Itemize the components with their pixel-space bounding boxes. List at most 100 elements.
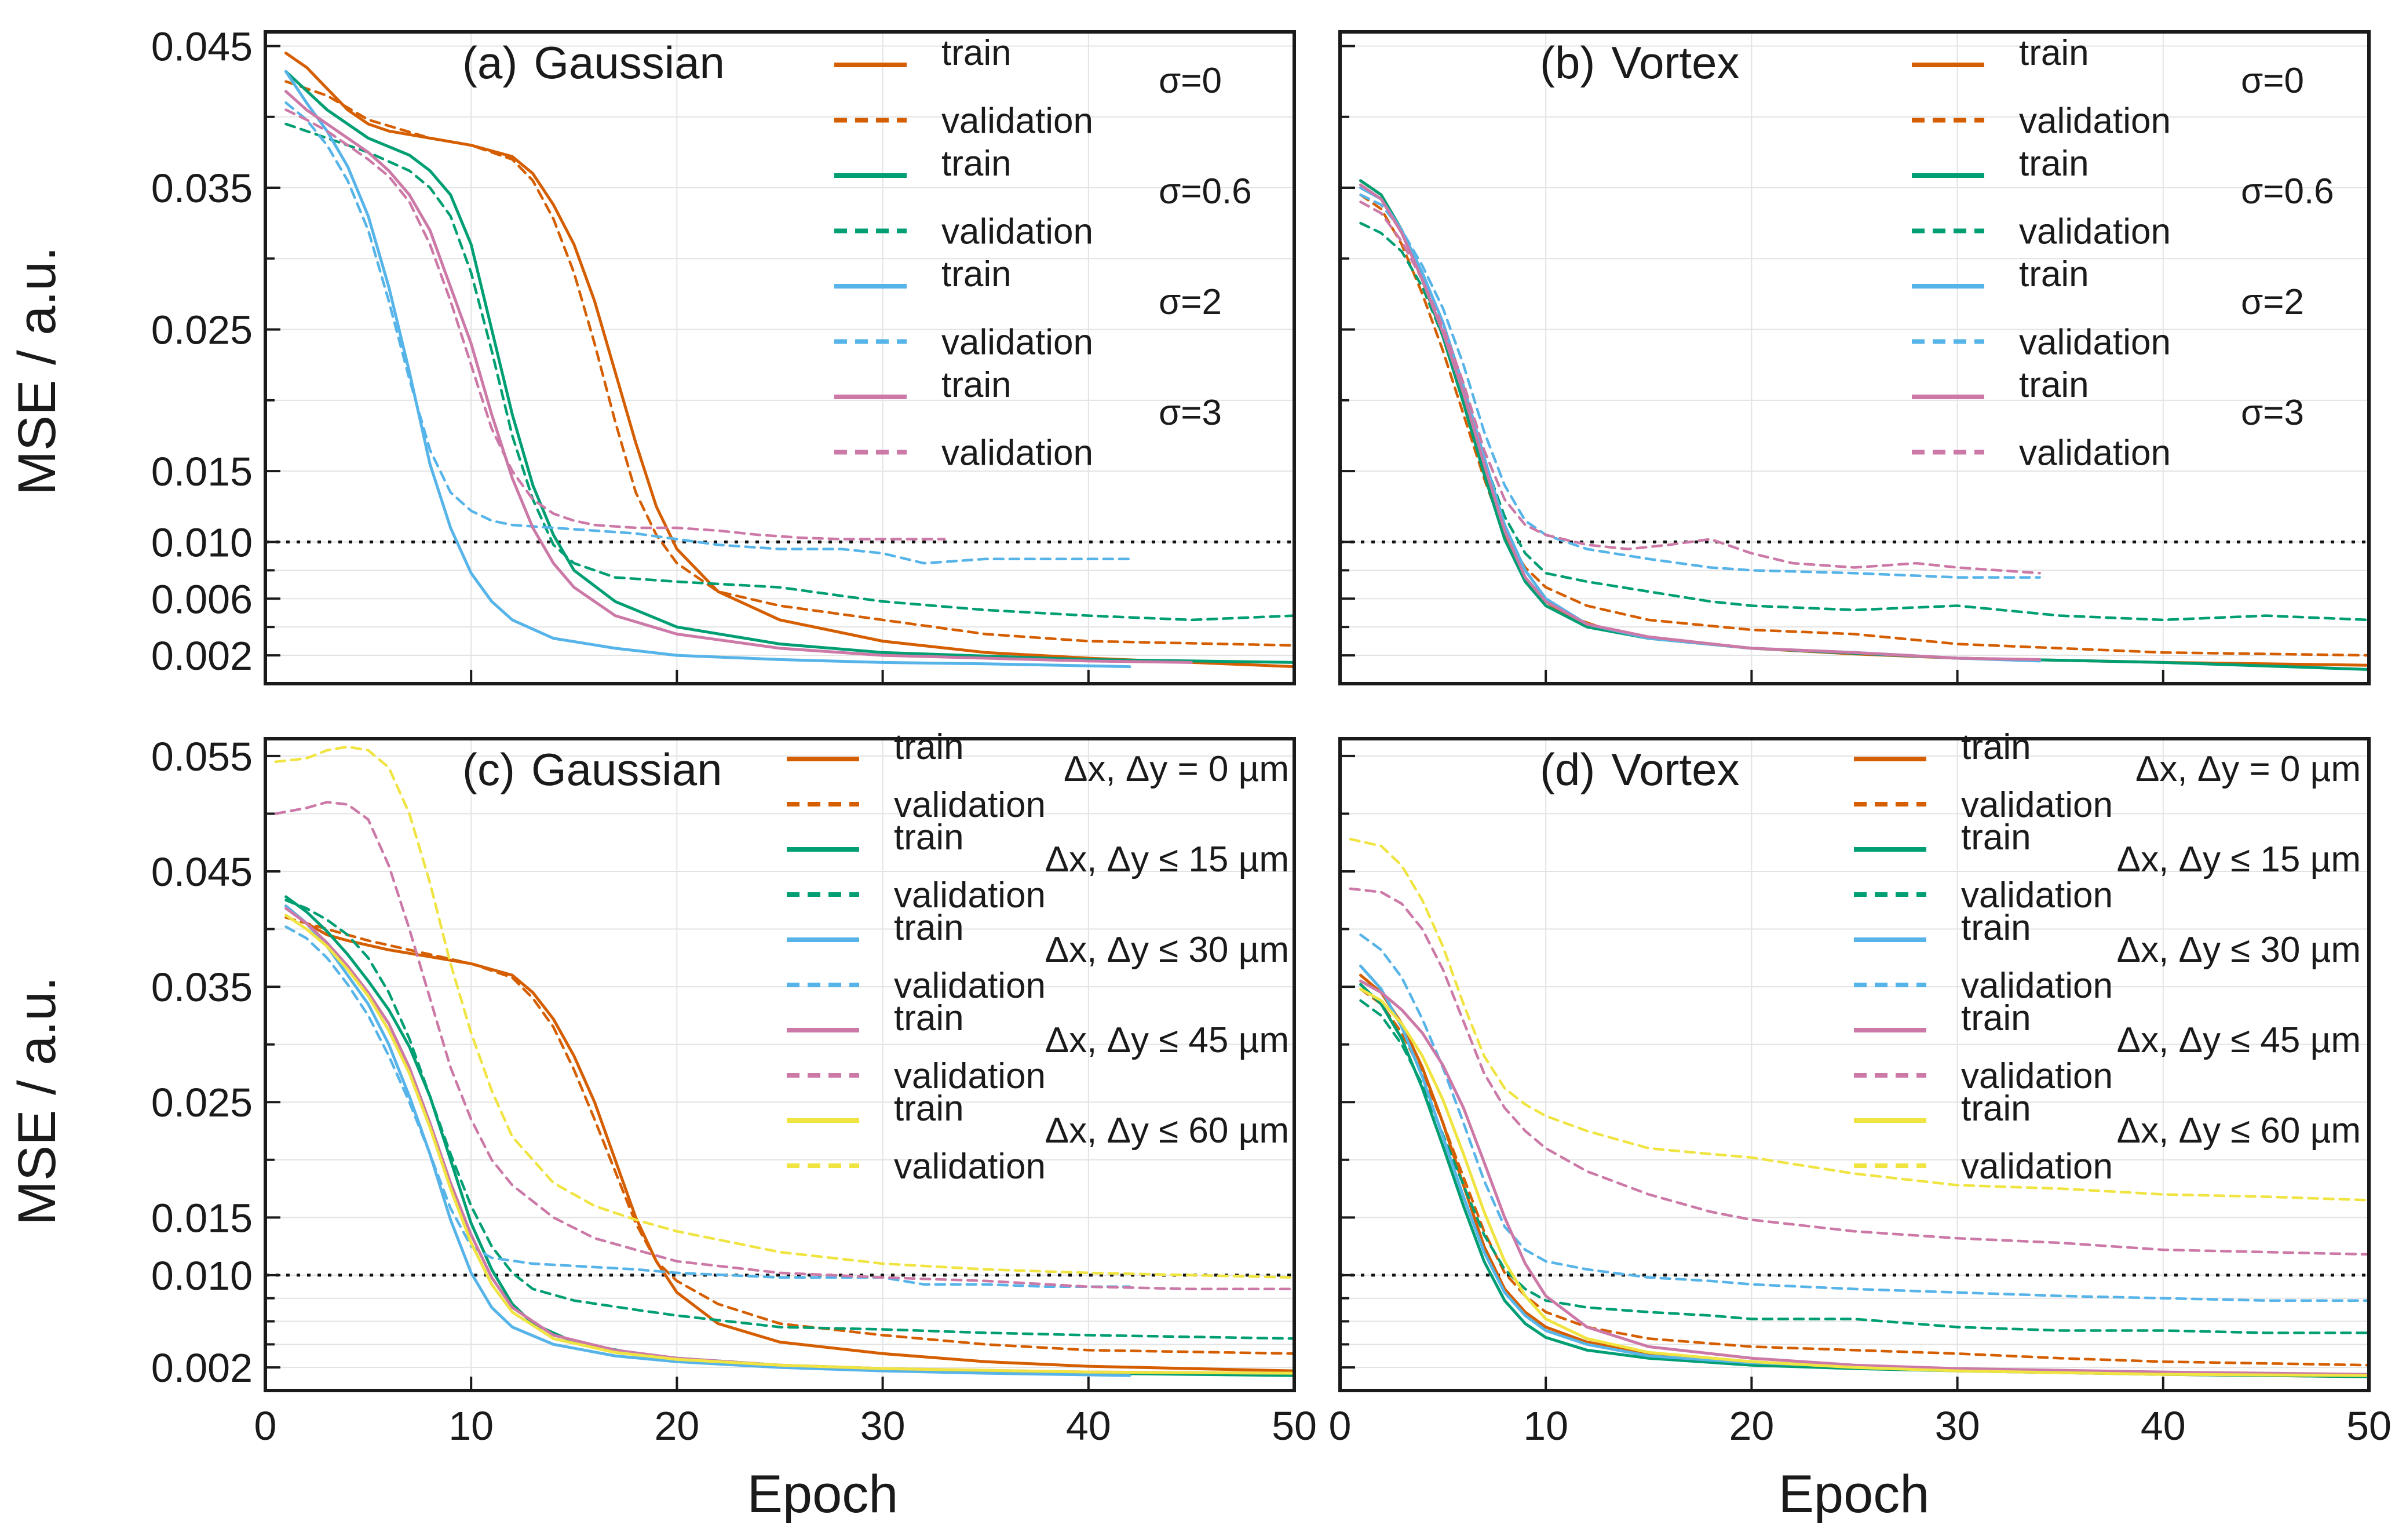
legend-group-label: Δx, Δy ≤ 15 µm (1045, 840, 1289, 880)
legend-label-validation: validation (941, 323, 1093, 363)
legend-label-train: train (1961, 998, 2031, 1038)
y-tick-label: 0.002 (151, 1345, 253, 1391)
series-line-30-m-validation (284, 925, 1131, 1289)
x-tick-label: 0 (1329, 1403, 1352, 1448)
series-line-0-m-validation (284, 916, 1296, 1355)
series-group (274, 745, 1296, 1377)
legend-label-train: train (894, 908, 964, 948)
y-tick-label: 0.045 (151, 849, 253, 895)
legend-group-label: σ=0 (1159, 61, 1222, 101)
legend-group-label: Δx, Δy ≤ 60 µm (1045, 1111, 1289, 1151)
legend-label-validation: validation (894, 1056, 1046, 1096)
legend-label-train: train (2019, 254, 2089, 294)
panel-c: 0.002 0.010 0.015 0.025 0.035 0.045 0.055 0 10 20… (151, 727, 1317, 1448)
series-line--0-validation (284, 80, 1296, 647)
series-line-45-m-validation (1349, 887, 2371, 1256)
y-tick-label: 0.045 (151, 24, 253, 69)
legend-label-validation: validation (1961, 875, 2113, 915)
legend-label-validation: validation (941, 101, 1093, 141)
legend-label-train: train (894, 1089, 964, 1129)
legend-group-label: Δx, Δy ≤ 60 µm (2117, 1111, 2361, 1151)
legend-label-train: train (894, 727, 964, 767)
panel-name: Vortex (1611, 744, 1739, 795)
legend-label-train: train (894, 818, 964, 857)
legend-group-label: σ=0 (2241, 61, 2304, 101)
legend-label-train: train (894, 998, 964, 1038)
y-tick-label: 0.035 (151, 166, 253, 211)
legend-group-label: Δx, Δy ≤ 15 µm (2117, 840, 2361, 880)
panel-label: (b) (1540, 37, 1595, 88)
legend-label-validation: validation (894, 875, 1046, 915)
legend-label-train: train (1961, 908, 2031, 948)
panel-title: (a) Gaussian (462, 37, 725, 88)
legend-group-label: Δx, Δy ≤ 30 µm (1045, 930, 1289, 970)
ylabel-bottom: MSE / a.u. (8, 976, 67, 1225)
gridlines (265, 32, 1295, 684)
series-line--3-validation (284, 108, 946, 541)
y-tick-label: 0.035 (151, 965, 253, 1010)
series-line--3-train (284, 90, 1193, 664)
panel-label: (a) (462, 37, 517, 88)
panel-label: (c) (462, 744, 515, 795)
panel-name: Gaussian (534, 37, 725, 88)
legend-label-validation: validation (1961, 1147, 2113, 1187)
ylabel-top: MSE / a.u. (8, 246, 67, 495)
series-line-60-m-validation (1349, 837, 2371, 1202)
legend-label-train: train (1961, 727, 2031, 767)
legend-label-validation: validation (2019, 212, 2171, 252)
x-tick-label: 40 (2141, 1403, 2186, 1448)
legend-group-label: σ=3 (1159, 393, 1222, 433)
y-tick-label: 0.025 (151, 1080, 253, 1125)
series-group (284, 52, 1296, 669)
legend-label-validation: validation (1961, 966, 2113, 1006)
series-line--3-train (1359, 183, 2042, 661)
x-tick-label: 50 (1272, 1403, 1317, 1448)
x-tick-label: 0 (254, 1403, 277, 1448)
plot-frame (1338, 30, 2371, 685)
panel-b: (b) Vortex trainvalidationσ=0trainvalidati… (1338, 30, 2371, 685)
y-tick-label: 0.010 (151, 1253, 253, 1298)
series-line--0-6-train (284, 70, 1296, 664)
legend-label-validation: validation (894, 966, 1046, 1006)
y-tick-label: 0.025 (151, 308, 253, 353)
y-tick-label: 0.002 (151, 633, 253, 678)
y-tick-label: 0.055 (151, 734, 253, 779)
legend-label-validation: validation (941, 212, 1093, 252)
legend-label-validation: validation (2019, 101, 2171, 141)
series-line-60-m-validation (274, 745, 1296, 1279)
x-tick-label: 10 (1523, 1403, 1568, 1448)
legend: trainvalidationσ=0trainvalidationσ=0.6tr… (1912, 33, 2334, 473)
panel-label: (d) (1540, 744, 1595, 795)
legend-label-train: train (2019, 365, 2089, 405)
series-line-15-m-validation (284, 899, 1296, 1340)
plot-frame (1338, 737, 2371, 1392)
panel-a: 0.002 0.006 0.010 0.015 0.025 0.035 0.045 (a) Ga… (151, 24, 1296, 685)
series-line--2-validation (284, 101, 1131, 565)
series-group (1349, 837, 2371, 1378)
legend-group-label: σ=2 (1159, 282, 1222, 322)
plot-frame (264, 30, 1296, 685)
panel-title: (b) Vortex (1540, 37, 1739, 88)
legend-label-validation: validation (894, 1147, 1046, 1187)
series-line-60-m-train (284, 914, 1296, 1375)
legend-label-train: train (2019, 144, 2089, 184)
legend-group-label: σ=3 (2241, 393, 2304, 433)
legend-label-validation: validation (2019, 323, 2171, 363)
legend-group-label: σ=0.6 (2241, 171, 2334, 211)
series-line-0-m-train (284, 904, 1296, 1373)
series-line--0-validation (1359, 194, 2371, 657)
legend-label-validation: validation (941, 433, 1093, 473)
x-tick-label: 30 (1935, 1403, 1980, 1448)
series-line--2-validation (1359, 194, 2041, 579)
gridlines (1339, 32, 2370, 684)
y-tick-label: 0.006 (151, 576, 253, 622)
legend-group-label: Δx, Δy ≤ 45 µm (1045, 1020, 1289, 1060)
y-tick-label: 0.015 (151, 1195, 253, 1240)
legend-label-validation: validation (1961, 1056, 2113, 1096)
legend-group-label: Δx, Δy = 0 µm (1064, 749, 1289, 789)
series-line--2-train (284, 70, 1131, 669)
xlabel-right: Epoch (1779, 1465, 1930, 1524)
series-line--0-6-validation (1359, 221, 2371, 622)
